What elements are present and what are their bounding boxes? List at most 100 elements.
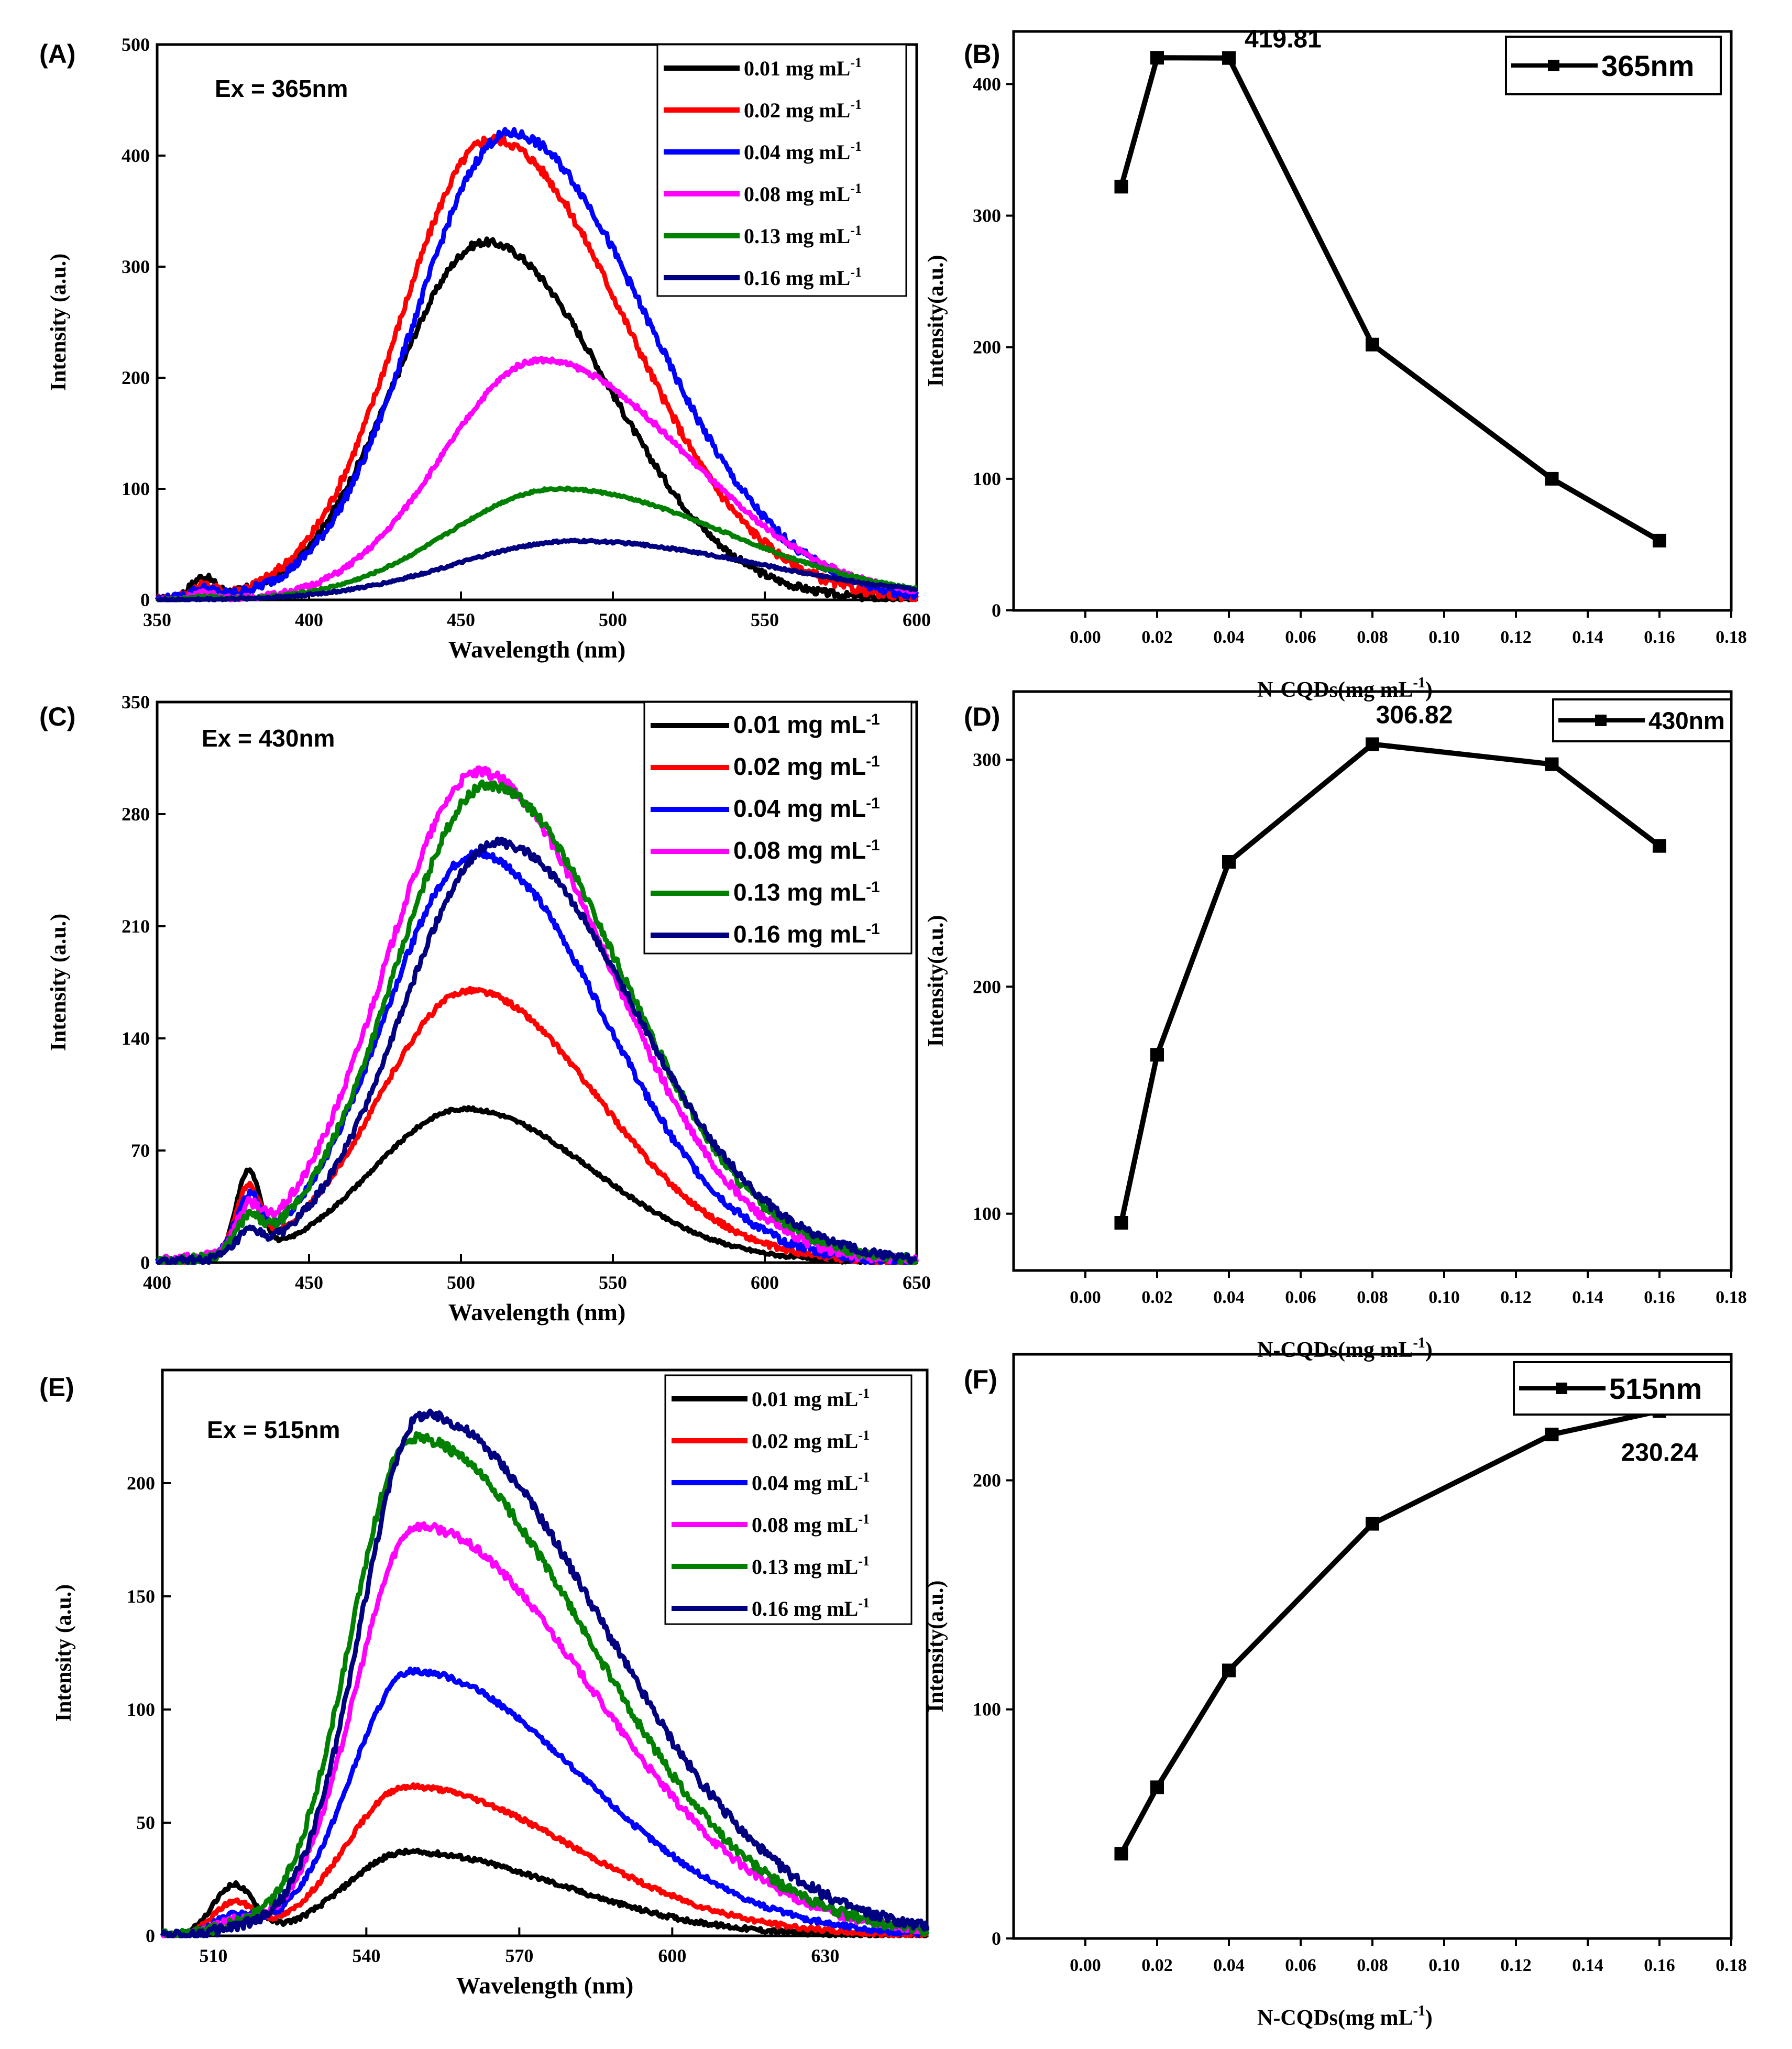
data-point [1366,1517,1379,1531]
x-tick-label: 510 [199,1945,227,1966]
legend-label-text: 0.01 mg mL [752,1387,858,1411]
trend-line [1118,55,1661,543]
data-point [1545,1428,1559,1442]
legend-label: 0.01 mg mL-1 [752,1386,870,1411]
x-tick-label: 630 [811,1945,839,1966]
x-tick-label: 0.00 [1070,1956,1101,1975]
legend-box [656,43,907,297]
legend-label-sup: -1 [858,1428,870,1443]
x-tick-label: 0.00 [1070,1288,1101,1307]
chart-panel-e: (E) 510 540 570 600 630 0 50 100 150 200 Wavelength… [39,1368,930,1999]
legend-label: 0.01 mg mL-1 [733,711,880,738]
value-annotation: 230.24 [1621,1439,1698,1466]
data-point [1222,855,1236,869]
x-tick-label: 0.10 [1428,628,1460,647]
legend-label-text: 0.13 mg mL [752,1555,858,1579]
series-line [155,836,918,1265]
series-line [161,1666,928,1938]
x-axis-title-text: N-CQDs(mg mL [1257,1338,1413,1362]
x-axis-title-end: ) [1425,1338,1433,1362]
x-tick-label: 600 [751,1272,779,1293]
y-tick-label: 50 [136,1812,155,1833]
legend-label-text: 0.16 mg mL [744,266,850,290]
legend-label-sup: -1 [866,879,880,896]
legend-label: 0.02 mg mL-1 [752,1428,870,1453]
y-tick-label: 300 [122,256,150,277]
y-tick-label: 150 [127,1586,155,1607]
y-tick-label: 300 [973,205,1001,226]
excitation-annotation: Ex = 515nm [207,1416,340,1443]
legend-label-text: 0.13 mg mL [744,224,850,248]
value-annotation: 306.82 [1376,701,1453,729]
x-tick-label: 550 [751,609,779,630]
x-axis-title: Wavelength (nm) [448,1299,626,1325]
x-tick-label: 0.14 [1572,1956,1603,1975]
legend-label-text: 0.08 mg mL [744,182,850,206]
x-tick-label: 540 [352,1945,380,1966]
series-line [156,779,919,1265]
legend-label-sup: -1 [858,1511,870,1527]
y-tick-label: 400 [122,145,150,166]
legend-label-sup: -1 [858,1553,870,1569]
x-tick-label: 0.16 [1644,628,1675,647]
data-point [1150,1780,1164,1794]
x-tick-label: 0.02 [1141,1288,1173,1307]
panel-label: (D) [964,702,1000,731]
legend-label-sup: -1 [858,1470,870,1485]
y-axis-title: Intensity (a.u.) [47,254,71,391]
x-tick-label: 500 [599,609,627,630]
legend-label-sup: -1 [858,1595,870,1610]
y-axis-title: Intensity (a.u.) [52,1584,76,1722]
legend: 0.01 mg mL-10.02 mg mL-10.04 mg mL-10.08… [664,1374,913,1625]
x-tick-label: 350 [143,609,171,630]
trend-line [1118,741,1662,1224]
y-tick-label: 0 [992,1928,1001,1949]
panel-label: (F) [964,1365,997,1394]
x-tick-label: 650 [903,1272,931,1293]
legend-label-text: 0.08 mg mL [733,837,866,864]
x-axis-title: N-CQDs(mg mL-1) [1257,2003,1433,2030]
x-tick-label: 0.12 [1500,1956,1532,1975]
legend-label-text: 0.08 mg mL [752,1513,858,1537]
x-axis-title: Wavelength (nm) [448,636,626,663]
legend-label-text: 0.04 mg mL [733,795,866,822]
x-tick-label: 0.08 [1357,1956,1388,1975]
x-tick-label: 0.08 [1357,628,1388,647]
legend-marker [1548,60,1559,71]
plot-frame [1012,690,1733,1272]
data-point [1150,51,1164,65]
legend-label-sup: -1 [858,1386,870,1401]
data-point [1114,1847,1128,1861]
x-axis-title: N-CQDs(mg mL-1) [1257,1335,1433,1362]
x-tick-label: 0.10 [1428,1956,1460,1975]
x-tick-label: 0.00 [1070,628,1101,647]
legend-label: 365nm [1601,49,1694,82]
y-tick-label: 200 [973,1470,1001,1491]
legend: 430nm [1552,698,1732,742]
x-tick-label: 600 [658,1945,686,1966]
y-axis-title: Intensity(a.u.) [924,915,948,1047]
x-axis-title-end: ) [1425,678,1433,702]
x-tick-label: 400 [143,1272,171,1293]
legend-label-sup: -1 [866,837,880,854]
x-axis-title: Wavelength (nm) [456,1972,634,1999]
series-line [156,1105,919,1265]
legend-label: 0.04 mg mL-1 [733,795,880,822]
legend-marker [1556,1383,1567,1394]
x-axis-title: N-CQDs(mg mL-1) [1257,675,1433,702]
panel-label: (E) [39,1373,74,1402]
legend-label: 0.04 mg mL-1 [752,1470,870,1495]
legend: 365nm [1505,36,1722,95]
value-annotation: 419.81 [1245,26,1322,53]
x-tick-label: 0.12 [1500,628,1532,647]
legend-label: 0.16 mg mL-1 [733,921,880,948]
panel-label: (A) [39,39,75,69]
legend-label-text: 0.01 mg mL [733,711,866,738]
y-tick-label: 350 [122,692,150,713]
legend-label-text: 0.16 mg mL [752,1597,858,1620]
series-line [156,538,919,602]
x-tick-label: 0.02 [1141,1956,1173,1975]
x-tick-label: 0.06 [1285,1288,1316,1307]
excitation-annotation: Ex = 365nm [215,75,348,102]
data-point [1366,337,1379,352]
